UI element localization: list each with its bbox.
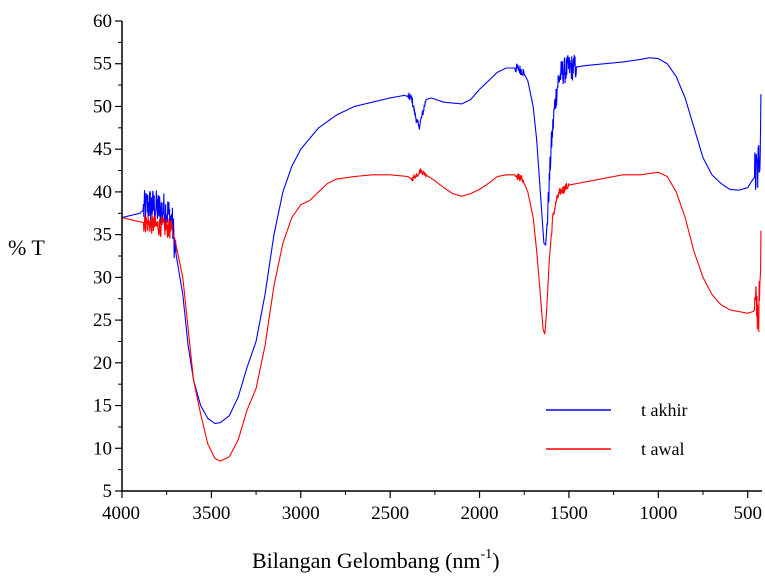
- y-tick-label: 20: [93, 353, 112, 374]
- y-tick-label: 25: [93, 310, 112, 331]
- y-tick-label: 10: [93, 438, 112, 459]
- y-tick-label: 5: [103, 481, 113, 502]
- x-tick-label: 4000: [102, 503, 140, 524]
- y-tick-label: 15: [93, 396, 112, 417]
- y-tick-label: 60: [93, 11, 112, 32]
- x-tick-label: 3000: [282, 503, 320, 524]
- axes: 5 10 15 20 25 30 35 40 45 50 55 60 4000 3500 3000 2500 2…: [93, 11, 762, 524]
- y-tick-label: 30: [93, 267, 112, 288]
- series-line-1: [121, 54, 762, 425]
- x-axis-title-superscript: -1: [481, 547, 493, 562]
- x-tick-label: 500: [733, 503, 762, 524]
- x-tick-label: 3500: [192, 503, 230, 524]
- x-axis-title-main: Bilangan Gelombang (nm: [252, 548, 481, 573]
- legend-label: t akhir: [641, 400, 688, 420]
- y-tick-label: 50: [93, 96, 112, 117]
- plot-series: [121, 54, 762, 462]
- x-tick-label: 1000: [639, 503, 677, 524]
- y-axis-title: % T: [8, 235, 45, 260]
- legend-label: t awal: [641, 439, 684, 459]
- x-tick-label: 1500: [550, 503, 588, 524]
- y-tick-label: 40: [93, 182, 112, 203]
- y-tick-label: 45: [93, 139, 112, 160]
- y-tick-label: 35: [93, 225, 112, 246]
- series-line-2: [121, 168, 762, 462]
- x-tick-label: 2500: [371, 503, 409, 524]
- legend: t akhir t awal: [546, 400, 688, 459]
- x-tick-label: 2000: [461, 503, 499, 524]
- y-tick-label: 55: [93, 54, 112, 75]
- x-axis-title: Bilangan Gelombang (nm-1): [252, 547, 500, 573]
- x-axis-title-close: ): [492, 548, 499, 573]
